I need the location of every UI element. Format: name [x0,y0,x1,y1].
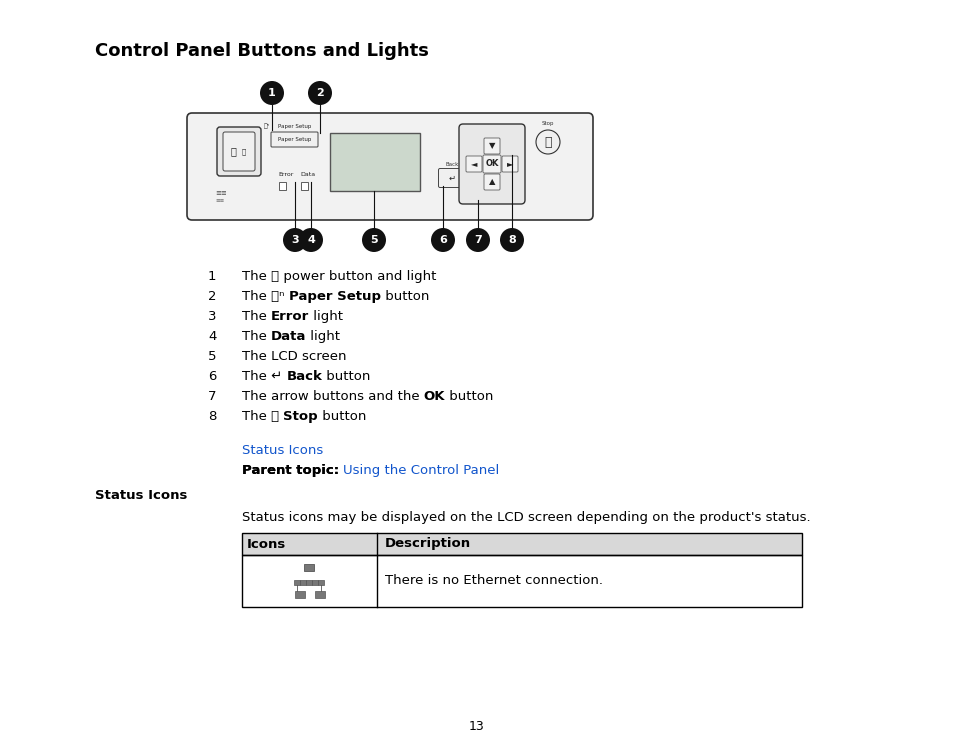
Text: 8: 8 [508,235,516,245]
Text: 3: 3 [291,235,298,245]
Text: Stop: Stop [283,410,317,423]
Text: The ⦿ⁿ: The ⦿ⁿ [242,290,289,303]
Text: Parent topic:: Parent topic: [242,464,338,477]
FancyBboxPatch shape [438,168,465,187]
Bar [306,580,313,585]
Text: 5: 5 [208,350,216,363]
Text: 6: 6 [208,370,216,383]
Text: Back: Back [445,162,458,167]
Text: ►: ► [506,159,513,168]
FancyBboxPatch shape [187,113,593,220]
Text: button: button [317,410,366,423]
Text: Parent topic:: Parent topic: [242,464,338,477]
Text: Error: Error [271,310,309,323]
Text: ◄: ◄ [470,159,476,168]
Circle shape [308,81,332,105]
Bar [330,133,419,191]
FancyBboxPatch shape [483,174,499,190]
Text: Data: Data [271,330,306,343]
Text: 2: 2 [315,88,323,98]
Text: 7: 7 [208,390,216,403]
Text: 7: 7 [474,235,481,245]
Text: 4: 4 [307,235,314,245]
Text: button: button [380,290,429,303]
Circle shape [431,228,455,252]
Text: Paper Setup: Paper Setup [277,124,311,129]
FancyBboxPatch shape [483,138,499,154]
Text: 1: 1 [208,270,216,283]
Text: The: The [242,330,271,343]
Bar [304,564,314,571]
Text: Description: Description [385,537,471,551]
Text: ⦿ⁿ: ⦿ⁿ [263,123,270,129]
Bar [318,580,324,585]
FancyBboxPatch shape [501,156,517,172]
Text: light: light [309,310,343,323]
Bar [301,182,308,190]
Circle shape [499,228,523,252]
Text: Status icons may be displayed on the LCD screen depending on the product's statu: Status icons may be displayed on the LCD… [242,511,810,524]
Text: Paper Setup: Paper Setup [277,137,311,142]
Text: Status Icons: Status Icons [242,444,323,457]
Text: ⦻: ⦻ [543,136,551,148]
Text: 1: 1 [268,88,275,98]
Text: Icons: Icons [247,537,286,551]
Bar [300,580,306,585]
Text: The: The [242,310,271,323]
Text: 3: 3 [208,310,216,323]
Bar [313,580,318,585]
Text: button: button [322,370,371,383]
Text: The arrow buttons and the: The arrow buttons and the [242,390,423,403]
Text: Back: Back [286,370,322,383]
Text: ⏻: ⏻ [242,148,246,155]
Text: The ⏻ power button and light: The ⏻ power button and light [242,270,436,283]
Bar [278,182,286,190]
Text: ≡≡: ≡≡ [214,198,224,202]
FancyBboxPatch shape [271,132,317,147]
Text: Control Panel Buttons and Lights: Control Panel Buttons and Lights [95,42,429,60]
Bar [294,580,300,585]
Bar [242,533,801,555]
Text: The ↵: The ↵ [242,370,286,383]
FancyBboxPatch shape [223,132,254,171]
Text: ↵: ↵ [448,173,455,182]
Text: Status Icons: Status Icons [95,489,187,502]
Text: ▲: ▲ [488,178,495,187]
Bar [295,591,305,598]
Text: button: button [445,390,494,403]
FancyBboxPatch shape [458,124,524,204]
Text: Error: Error [277,172,294,177]
Text: 6: 6 [438,235,446,245]
Text: Paper Setup: Paper Setup [289,290,380,303]
FancyBboxPatch shape [465,156,481,172]
Circle shape [260,81,284,105]
Text: Using the Control Panel: Using the Control Panel [343,464,498,477]
Text: 5: 5 [370,235,377,245]
Text: There is no Ethernet connection.: There is no Ethernet connection. [385,574,602,587]
Text: 4: 4 [208,330,216,343]
Circle shape [465,228,490,252]
FancyBboxPatch shape [216,127,261,176]
Circle shape [361,228,386,252]
Text: Stop: Stop [541,121,554,126]
FancyBboxPatch shape [482,155,500,173]
Circle shape [536,130,559,154]
Text: Data: Data [299,172,314,177]
Text: 2: 2 [208,290,216,303]
Text: ≡≡: ≡≡ [214,190,227,196]
Text: The ⦻: The ⦻ [242,410,283,423]
Bar [315,591,325,598]
Text: OK: OK [485,159,498,168]
Text: ⏻: ⏻ [230,147,235,156]
Text: 8: 8 [208,410,216,423]
Text: 13: 13 [469,720,484,733]
Text: OK: OK [423,390,445,403]
Circle shape [283,228,307,252]
Text: light: light [306,330,340,343]
Text: ▼: ▼ [488,142,495,151]
Circle shape [298,228,323,252]
Bar [242,555,801,607]
Text: The LCD screen: The LCD screen [242,350,346,363]
Bar [242,533,801,555]
